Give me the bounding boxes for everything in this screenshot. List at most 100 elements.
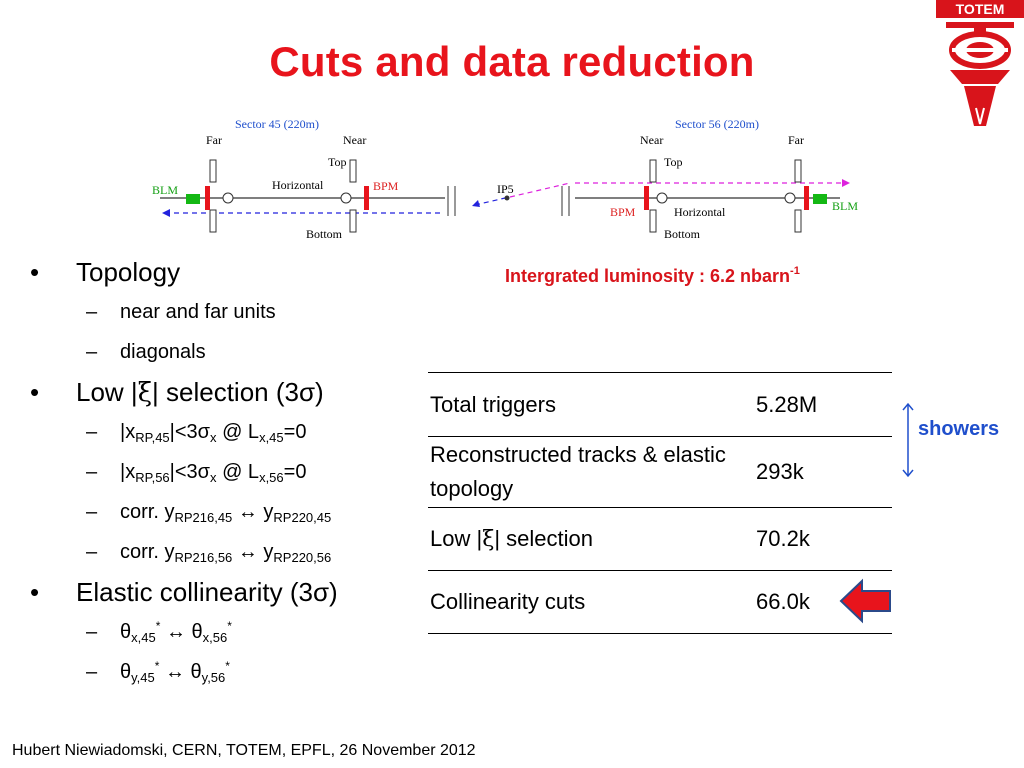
table-cell-label: Total triggers <box>430 391 556 417</box>
bullet-text: near and far units <box>120 301 276 323</box>
double-arrow-icon: ↔ <box>237 501 258 523</box>
sub-bullet-theta-y: – θy,45* ↔ θy,56* <box>86 659 230 685</box>
bullet-text: | selection (3σ) <box>152 377 324 407</box>
bottom45-label: Bottom <box>306 227 343 241</box>
table-cell-label: Low |ξ| selection <box>428 522 756 557</box>
luminosity-note: Intergrated luminosity : 6.2 nbarn-1 <box>505 266 800 287</box>
far45-label: Far <box>206 133 222 147</box>
table-cell-value: 70.2k <box>756 526 810 551</box>
slide-title: Cuts and data reduction <box>269 38 755 85</box>
luminosity-exponent: -1 <box>790 265 800 277</box>
bottom56-label: Bottom <box>664 227 701 241</box>
table-cell-value: 66.0k <box>756 589 810 614</box>
subscript: x,45 <box>131 630 156 645</box>
table-cell-value: 5.28M <box>756 391 818 417</box>
red-left-arrow-icon <box>839 578 891 624</box>
table-row: Total triggers 5.28M <box>428 372 892 436</box>
subscript: x,56 <box>202 630 228 645</box>
bullet-text: @ L <box>216 461 260 483</box>
bullet-text: |x <box>120 421 136 443</box>
double-arrow-icon <box>902 402 914 478</box>
sector45-label: Sector 45 (220m) <box>235 117 319 131</box>
subscript: RP220,56 <box>273 550 332 565</box>
reduction-table: Total triggers 5.28M Reconstructed track… <box>428 372 892 634</box>
far56-label: Far <box>788 133 804 147</box>
ip5-label: IP5 <box>497 182 514 196</box>
bullet-topology: • Topology <box>30 257 181 287</box>
bpm45-label: BPM <box>373 179 399 193</box>
bullet-elastic: • Elastic collinearity (3σ) <box>30 577 338 607</box>
sub-bullet-x45: – |xRP,45|<3σx @ Lx,45=0 <box>86 421 307 445</box>
sub-bullet-near-far: – near and far units <box>86 301 276 323</box>
top45-label: Top <box>328 155 347 169</box>
double-arrow-icon: ↔ <box>237 541 258 563</box>
showers-label: showers <box>918 418 1000 440</box>
bullet-text: =0 <box>283 461 307 483</box>
subscript: x,56 <box>259 470 284 485</box>
bpm56-label: BPM <box>610 205 636 219</box>
near56-label: Near <box>640 133 663 147</box>
bullet-text: |<3σ <box>169 461 211 483</box>
logo-text: TOTEM <box>956 1 1005 17</box>
subscript: RP220,45 <box>273 510 332 525</box>
sub-bullet-corr-56: – corr. yRP216,56 ↔ yRP220,56 <box>86 541 332 565</box>
bullet-text: corr. y <box>120 501 175 523</box>
table-row: Reconstructed tracks & elastic topology … <box>428 436 892 507</box>
subscript: y,45 <box>131 670 155 685</box>
blm56-label: BLM <box>832 199 858 213</box>
superscript: * <box>227 619 232 633</box>
bullet-text: y <box>263 501 274 523</box>
sector56-label: Sector 56 (220m) <box>675 117 759 131</box>
cell-text: Low | <box>430 525 483 551</box>
superscript: * <box>155 619 161 633</box>
luminosity-text: Intergrated luminosity : 6.2 nbarn <box>505 266 791 286</box>
table-row: Collinearity cuts 66.0k <box>428 570 892 634</box>
sub-bullet-theta-x: – θx,45* ↔ θx,56* <box>86 619 232 645</box>
subscript: x <box>210 470 217 485</box>
bullet-text: =0 <box>283 421 307 443</box>
subscript: x <box>210 430 217 445</box>
bullet-low-xi: • Low |ξ| selection (3σ) <box>30 377 324 408</box>
sub-bullet-x56: – |xRP,56|<3σx @ Lx,56=0 <box>86 461 307 485</box>
superscript: * <box>225 659 230 673</box>
blm45-label: BLM <box>152 183 178 197</box>
footer-text: Hubert Niewiadomski, CERN, TOTEM, EPFL, … <box>12 742 476 759</box>
bullet-text: |x <box>120 461 136 483</box>
subscript: RP,56 <box>135 470 170 485</box>
near45-label: Near <box>343 133 366 147</box>
bullet-text: Topology <box>76 257 181 287</box>
subscript: x,45 <box>259 430 284 445</box>
table-cell-label: Collinearity cuts <box>430 589 586 614</box>
bullet-text: θ <box>120 661 132 683</box>
bullet-text: @ L <box>216 421 260 443</box>
sub-bullet-corr-45: – corr. yRP216,45 ↔ yRP220,45 <box>86 501 332 525</box>
top56-label: Top <box>664 155 683 169</box>
totem-logo-icon: TOTEM <box>936 0 1024 126</box>
bullet-text: corr. y <box>120 541 175 563</box>
xi-symbol: ξ <box>482 526 495 552</box>
bullet-text: y <box>263 541 274 563</box>
bullet-list: • Topology – near and far units – diagonals… <box>28 252 428 692</box>
bullet-text: diagonals <box>120 341 206 363</box>
table-cell-label: Reconstructed tracks & elastic topology <box>430 442 726 501</box>
bullet-text: θ <box>190 661 202 683</box>
bullet-text: Low | <box>76 377 138 407</box>
double-arrow-icon: ↔ <box>164 661 185 683</box>
horizontal56-label: Horizontal <box>674 205 726 219</box>
table-row: Low |ξ| selection 70.2k <box>428 507 892 570</box>
cell-text: | selection <box>494 525 593 551</box>
table-cell-value: 293k <box>756 459 804 484</box>
subscript: RP216,45 <box>174 510 233 525</box>
sub-bullet-diagonals: – diagonals <box>86 341 206 363</box>
horizontal45-label: Horizontal <box>272 178 324 192</box>
double-arrow-icon: ↔ <box>165 621 186 643</box>
roman-pot-diagram: IP5 Sector 45 (220m) Far Near Top Horizo… <box>152 117 858 241</box>
xi-symbol: ξ <box>137 378 153 408</box>
superscript: * <box>154 659 160 673</box>
bullet-text: Elastic collinearity (3σ) <box>76 577 338 607</box>
bullet-text: θ <box>191 621 203 643</box>
bullet-text: θ <box>120 621 132 643</box>
subscript: y,56 <box>201 670 226 685</box>
bullet-text: |<3σ <box>169 421 211 443</box>
subscript: RP,45 <box>135 430 170 445</box>
